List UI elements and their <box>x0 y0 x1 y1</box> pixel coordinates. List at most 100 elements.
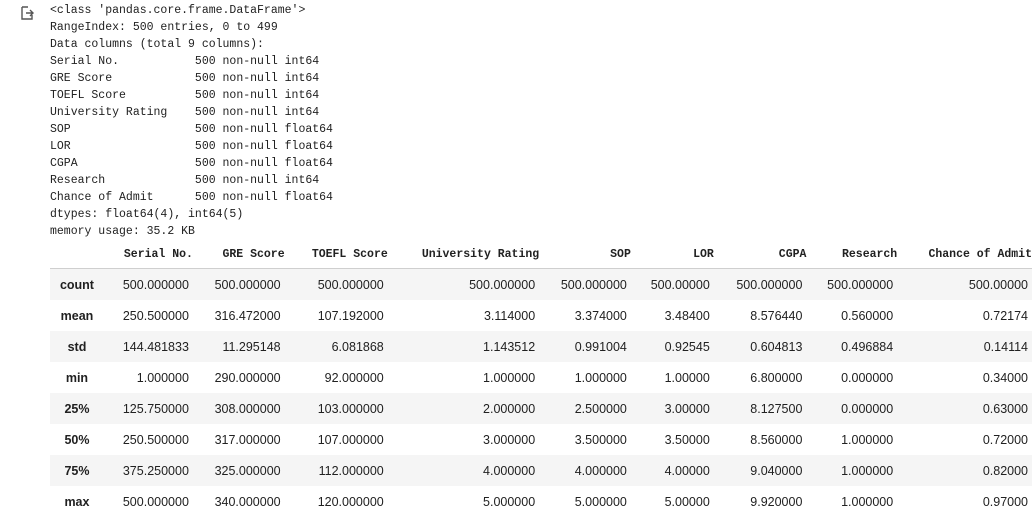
column-header: SOP <box>610 247 631 261</box>
table-cell: 1.00000 <box>664 370 710 385</box>
row-label: count <box>59 277 94 292</box>
table-cell: 0.92545 <box>664 339 710 354</box>
table-row: 25% 125.750000 308.000000 103.000000 2.00000… <box>50 393 1032 424</box>
table-body: count 500.000000 500.000000 500.000000 500.0… <box>50 268 1032 518</box>
table-cell: 500.000000 <box>827 277 894 292</box>
table-cell: 3.374000 <box>574 308 627 323</box>
table-cell: 500.000000 <box>560 277 627 292</box>
table-cell: 500.000000 <box>122 277 189 292</box>
table-row: 75% 375.250000 325.000000 112.000000 4.00000… <box>50 455 1032 486</box>
info-line: TOEFL Score 500 non-null int64 <box>50 89 320 102</box>
table-cell: 8.127500 <box>750 401 803 416</box>
table-cell: 3.500000 <box>574 432 627 447</box>
info-line: SOP 500 non-null float64 <box>50 123 333 136</box>
table-cell: 5.00000 <box>664 494 710 509</box>
table-cell: 11.295148 <box>222 339 281 354</box>
table-cell: 1.000000 <box>136 370 189 385</box>
info-line: RangeIndex: 500 entries, 0 to 499 <box>50 21 278 34</box>
table-row: count 500.000000 500.000000 500.000000 500.0… <box>50 268 1032 300</box>
table-cell: 112.000000 <box>318 463 384 478</box>
table-header: Serial No. GRE Score TOEFL Score University… <box>50 240 1032 269</box>
table-cell: 325.000000 <box>214 463 281 478</box>
table-cell: 107.192000 <box>317 308 384 323</box>
describe-table: Serial No. GRE Score TOEFL Score University… <box>50 240 1032 517</box>
table-cell: 3.48400 <box>664 308 710 323</box>
table-cell: 0.72174 <box>982 308 1028 323</box>
table-cell: 500.000000 <box>122 494 189 509</box>
table-cell: 1.000000 <box>574 370 627 385</box>
row-label: 50% <box>64 432 90 447</box>
table-header-row: Serial No. GRE Score TOEFL Score University… <box>50 240 1032 269</box>
column-header: TOEFL Score <box>311 247 388 261</box>
table-cell: 3.50000 <box>664 432 710 447</box>
column-header: Research <box>842 247 898 261</box>
table-cell: 1.000000 <box>841 463 894 478</box>
table-cell: 0.560000 <box>841 308 894 323</box>
table-cell: 120.000000 <box>317 494 384 509</box>
table-cell: 4.00000 <box>664 463 710 478</box>
table-cell: 9.920000 <box>750 494 803 509</box>
table-cell: 4.000000 <box>483 463 536 478</box>
row-label: std <box>67 339 87 354</box>
table-cell: 290.000000 <box>214 370 281 385</box>
table-cell: 500.00000 <box>650 277 710 292</box>
table-cell: 92.000000 <box>324 370 384 385</box>
info-line: <class 'pandas.core.frame.DataFrame'> <box>50 4 306 17</box>
row-label: 75% <box>64 463 90 478</box>
table-cell: 2.000000 <box>483 401 536 416</box>
table-cell: 308.000000 <box>214 401 281 416</box>
table-cell: 3.00000 <box>664 401 710 416</box>
table-row: std 144.481833 11.295148 6.081868 1.143512 0.… <box>50 331 1032 362</box>
info-line: memory usage: 35.2 KB <box>50 225 195 238</box>
table-cell: 0.72000 <box>982 432 1028 447</box>
column-header: Chance of Admit <box>928 247 1032 261</box>
table-cell: 1.000000 <box>841 494 894 509</box>
table-cell: 2.500000 <box>574 401 627 416</box>
table-row: min 1.000000 290.000000 92.000000 1.000000 1.… <box>50 362 1032 393</box>
output-arrow-icon[interactable] <box>20 6 34 20</box>
table-cell: 0.496884 <box>841 339 894 354</box>
table-cell: 103.000000 <box>317 401 384 416</box>
table-cell: 375.250000 <box>122 463 189 478</box>
table-cell: 316.472000 <box>214 308 281 323</box>
dataframe-info-output: <class 'pandas.core.frame.DataFrame'> Ra… <box>50 2 333 240</box>
table-row: max 500.000000 340.000000 120.000000 5.00000… <box>50 486 1032 517</box>
index-header <box>50 240 104 269</box>
table-cell: 8.560000 <box>750 432 803 447</box>
table-cell: 250.500000 <box>122 432 189 447</box>
table-cell: 5.000000 <box>574 494 627 509</box>
table-cell: 9.040000 <box>750 463 803 478</box>
row-label: min <box>65 370 89 385</box>
row-label: 25% <box>64 401 90 416</box>
table-cell: 0.97000 <box>982 494 1028 509</box>
info-line: GRE Score 500 non-null int64 <box>50 72 320 85</box>
table-cell: 6.800000 <box>750 370 803 385</box>
column-header: CGPA <box>778 247 807 261</box>
row-label: max <box>64 494 90 509</box>
column-header: GRE Score <box>222 247 285 261</box>
table-row: mean 250.500000 316.472000 107.192000 3.1140… <box>50 300 1032 331</box>
table-cell: 1.000000 <box>841 432 894 447</box>
column-header: University Rating <box>421 247 540 261</box>
table-row: 50% 250.500000 317.000000 107.000000 3.00000… <box>50 424 1032 455</box>
table-cell: 500.000000 <box>317 277 384 292</box>
table-cell: 0.34000 <box>982 370 1028 385</box>
table-cell: 1.143512 <box>483 339 536 354</box>
column-header: Serial No. <box>123 247 193 261</box>
info-line: dtypes: float64(4), int64(5) <box>50 208 244 221</box>
table-cell: 1.000000 <box>483 370 536 385</box>
table-cell: 3.000000 <box>483 432 536 447</box>
table-cell: 0.991004 <box>574 339 627 354</box>
table-cell: 125.750000 <box>122 401 189 416</box>
column-header: LOR <box>693 247 714 261</box>
table-cell: 144.481833 <box>122 339 189 354</box>
table-cell: 5.000000 <box>483 494 536 509</box>
table-cell: 4.000000 <box>574 463 627 478</box>
table-cell: 317.000000 <box>214 432 281 447</box>
info-line: CGPA 500 non-null float64 <box>50 157 333 170</box>
table-cell: 500.000000 <box>214 277 281 292</box>
table-cell: 500.000000 <box>469 277 536 292</box>
table-cell: 0.82000 <box>982 463 1028 478</box>
table-cell: 0.604813 <box>750 339 803 354</box>
table-cell: 107.000000 <box>317 432 384 447</box>
